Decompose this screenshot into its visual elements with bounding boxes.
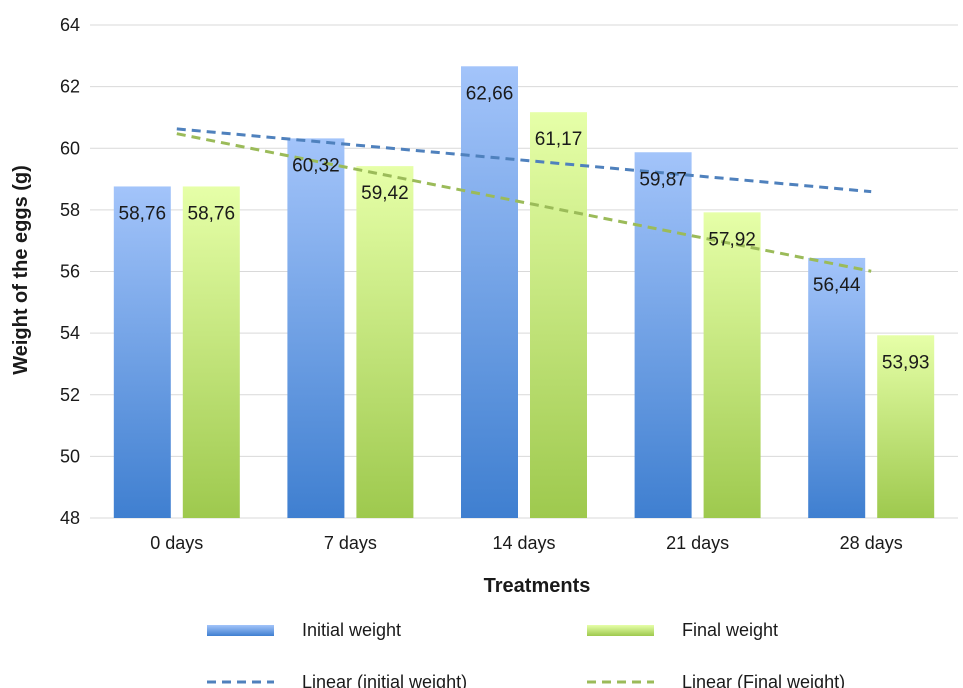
x-tick-label: 0 days (150, 533, 203, 553)
legend-swatch (207, 625, 274, 636)
bar-final-1 (356, 166, 414, 518)
y-tick-label: 62 (60, 77, 80, 97)
bar-initial-2 (461, 66, 518, 518)
legend: Initial weight Final weight Linear (initia… (207, 620, 845, 688)
bar-final-3 (703, 212, 761, 518)
trendline-final (176, 132, 872, 273)
x-axis-title: Treatments (484, 575, 591, 597)
y-tick-label: 52 (60, 385, 80, 405)
data-label: 56,44 (813, 275, 861, 296)
y-tick-label: 60 (60, 138, 80, 158)
data-label: 58,76 (119, 203, 167, 224)
y-tick-label: 48 (60, 508, 80, 528)
legend-label: Linear (Final weight) (682, 672, 845, 688)
data-label: 61,17 (535, 129, 583, 150)
data-label: 53,93 (882, 352, 930, 373)
data-label: 62,66 (466, 83, 514, 104)
data-labels: 58,76 58,76 60,32 59,42 62,66 61,17 59,87 57,92… (119, 83, 930, 373)
data-label: 59,42 (361, 183, 409, 204)
bar-final-0 (182, 186, 240, 518)
y-axis-title: Weight of the eggs (g) (10, 165, 32, 375)
data-label: 59,87 (639, 169, 687, 190)
trendline-initial (176, 127, 872, 194)
y-axis-ticks: 48 50 52 54 56 58 60 62 64 (60, 15, 80, 528)
data-label: 58,76 (188, 203, 236, 224)
trendlines (176, 127, 872, 273)
x-axis-ticks: 0 days 7 days 14 days 21 days 28 days (150, 533, 902, 553)
bar-final-4 (877, 335, 935, 518)
bar-initial-4 (808, 257, 866, 518)
legend-label: Linear (initial weight) (302, 672, 467, 688)
bars (113, 66, 935, 519)
y-tick-label: 58 (60, 200, 80, 220)
bar-final-2 (530, 112, 587, 518)
data-label: 57,92 (708, 229, 756, 250)
x-tick-label: 21 days (666, 533, 729, 553)
legend-label: Initial weight (302, 620, 401, 640)
legend-swatch (587, 625, 654, 636)
bar-initial-0 (113, 186, 171, 518)
y-tick-label: 50 (60, 446, 80, 466)
y-tick-label: 56 (60, 262, 80, 282)
data-label: 60,32 (292, 155, 340, 176)
x-tick-label: 7 days (324, 533, 377, 553)
legend-label: Final weight (682, 620, 778, 640)
bar-initial-3 (634, 152, 692, 519)
y-tick-label: 54 (60, 323, 80, 343)
y-tick-label: 64 (60, 15, 80, 35)
bar-initial-1 (287, 138, 345, 518)
x-tick-label: 14 days (492, 533, 555, 553)
x-tick-label: 28 days (840, 533, 903, 553)
